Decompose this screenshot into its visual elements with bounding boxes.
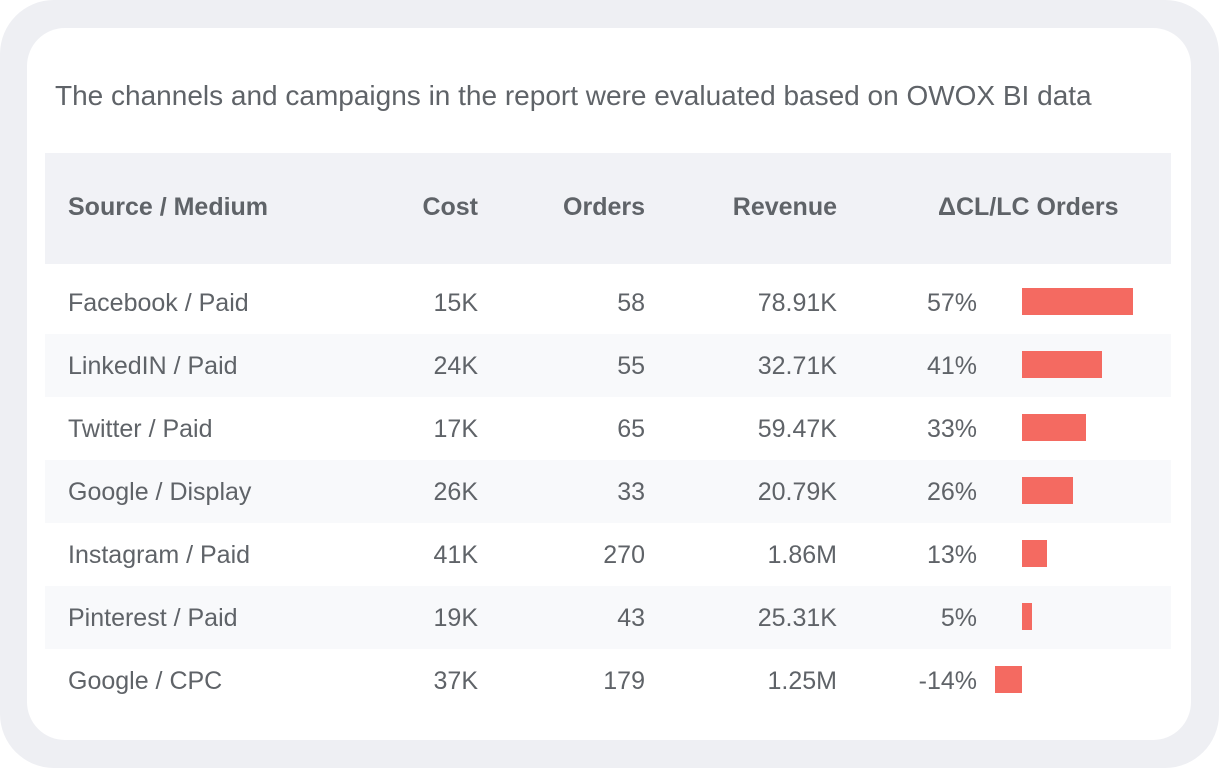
cell-revenue: 59.47K (757, 415, 837, 443)
header-source-medium[interactable]: Source / Medium (68, 193, 269, 221)
cell-source-medium: LinkedIN / Paid (68, 352, 238, 380)
cell-cost: 41K (433, 541, 478, 569)
cell-cost: 19K (433, 604, 478, 632)
cell-delta-orders: 41% (926, 352, 977, 380)
delta-bar (994, 666, 1022, 693)
header-cost[interactable]: Cost (422, 193, 478, 221)
delta-bar (1022, 540, 1048, 567)
cell-source-medium: Twitter / Paid (68, 415, 213, 443)
delta-bar (1022, 351, 1102, 378)
delta-bar (1022, 288, 1133, 315)
cell-revenue: 32.71K (757, 352, 837, 380)
cell-cost: 37K (433, 667, 478, 695)
delta-bar (1022, 414, 1087, 441)
table-row (45, 460, 1171, 523)
header-revenue[interactable]: Revenue (732, 193, 837, 221)
cell-orders: 43 (617, 604, 645, 632)
cell-cost: 15K (433, 289, 478, 317)
report-note: The channels and campaigns in the report… (55, 80, 1092, 111)
cell-cost: 26K (433, 478, 478, 506)
cell-revenue: 20.79K (757, 478, 837, 506)
cell-cost: 24K (433, 352, 478, 380)
cell-orders: 55 (617, 352, 645, 380)
cell-orders: 270 (603, 541, 645, 569)
cell-revenue: 1.86M (767, 541, 837, 569)
header-orders[interactable]: Orders (563, 193, 645, 221)
cell-source-medium: Google / CPC (68, 667, 223, 695)
table-row (45, 334, 1171, 397)
cell-orders: 33 (617, 478, 645, 506)
header-delta-orders[interactable]: ΔCL/LC Orders (938, 193, 1119, 221)
cell-source-medium: Facebook / Paid (68, 289, 249, 317)
cell-revenue: 1.25M (767, 667, 837, 695)
delta-bar (1022, 603, 1032, 630)
cell-source-medium: Google / Display (68, 478, 252, 506)
cell-revenue: 78.91K (757, 289, 837, 317)
cell-orders: 65 (617, 415, 645, 443)
cell-delta-orders: 13% (926, 541, 977, 569)
cell-orders: 58 (617, 289, 645, 317)
cell-orders: 179 (603, 667, 645, 695)
delta-bar (1022, 477, 1073, 504)
cell-source-medium: Pinterest / Paid (68, 604, 238, 632)
table-header (45, 153, 1171, 264)
cell-delta-orders: 57% (926, 289, 977, 317)
cell-cost: 17K (433, 415, 478, 443)
cell-source-medium: Instagram / Paid (68, 541, 251, 569)
cell-revenue: 25.31K (757, 604, 837, 632)
cell-delta-orders: 26% (926, 478, 977, 506)
cell-delta-orders: -14% (918, 667, 977, 695)
cell-delta-orders: 5% (940, 604, 977, 632)
table-row (45, 586, 1171, 649)
cell-delta-orders: 33% (926, 415, 977, 443)
